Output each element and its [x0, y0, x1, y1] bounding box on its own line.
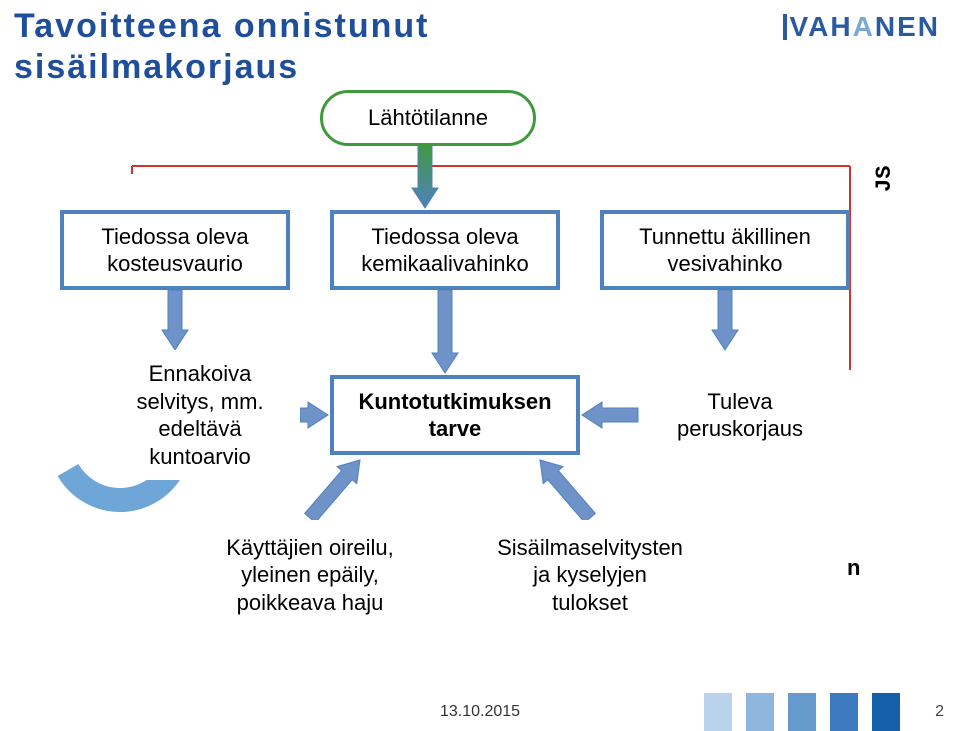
fragment-n: n [847, 555, 860, 581]
footer-bar-3 [830, 693, 858, 731]
footer-bar-4 [872, 693, 900, 731]
box-tiedossa_kem-label: Tiedossa olevakemikaalivahinko [361, 223, 529, 278]
footer-bars [704, 693, 900, 731]
arrow-kosteus_down [162, 290, 188, 350]
box-tiedossa_kem: Tiedossa olevakemikaalivahinko [330, 210, 560, 290]
pill-lahtotilanne: Lähtötilanne [320, 90, 536, 146]
arrow-tuleva_to_kunto [582, 402, 638, 428]
diagram-stage: Lähtötilanne Tiedossa olevakosteusvaurio T… [0, 90, 960, 700]
arrow-oireilu_up [305, 460, 360, 523]
box-kunto-label: Kuntotutkimuksentarve [358, 388, 551, 443]
pill-lahtotilanne-label: Lähtötilanne [368, 105, 488, 131]
box-ennakoiva: Ennakoivaselvitys, mm.edeltäväkuntoarvio [100, 350, 300, 480]
arrow-vesi_down [712, 290, 738, 350]
title-line1: Tavoitteena onnistunut [14, 7, 429, 45]
arrow-sisailma_up [540, 460, 595, 523]
footer-date: 13.10.2015 [440, 703, 520, 721]
box-sisailma: Sisäilmaselvitystenja kyselyjentulokset [465, 520, 715, 630]
title-line2: sisäilmakorjaus [14, 48, 299, 86]
box-kunto: Kuntotutkimuksentarve [330, 375, 580, 455]
box-tunnettu_vesi: Tunnettu äkillinenvesivahinko [600, 210, 850, 290]
box-sisailma-label: Sisäilmaselvitystenja kyselyjentulokset [497, 534, 683, 617]
box-tunnettu_vesi-label: Tunnettu äkillinenvesivahinko [639, 223, 811, 278]
footer-bar-1 [746, 693, 774, 731]
box-ennakoiva-label: Ennakoivaselvitys, mm.edeltäväkuntoarvio [136, 360, 263, 470]
arrow-ennakoiva_to_kunto [300, 402, 328, 428]
brand-logo: VAHANEN [783, 10, 940, 43]
arrow-pill_to_kunto [412, 140, 438, 208]
arrow-kem_down [432, 290, 458, 373]
box-tiedossa_kosteus-label: Tiedossa olevakosteusvaurio [101, 223, 248, 278]
footer-bar-0 [704, 693, 732, 731]
box-tuleva-label: Tulevaperuskorjaus [677, 388, 803, 443]
fragment-js: JS [872, 166, 897, 192]
box-tuleva: Tulevaperuskorjaus [640, 375, 840, 455]
box-oireilu: Käyttäjien oireilu,yleinen epäily,poikke… [190, 520, 430, 630]
page-title: Tavoitteena onnistunut sisäilmakorjaus [14, 6, 429, 88]
page-number: 2 [935, 703, 944, 721]
box-oireilu-label: Käyttäjien oireilu,yleinen epäily,poikke… [226, 534, 394, 617]
footer-bar-2 [788, 693, 816, 731]
box-tiedossa_kosteus: Tiedossa olevakosteusvaurio [60, 210, 290, 290]
